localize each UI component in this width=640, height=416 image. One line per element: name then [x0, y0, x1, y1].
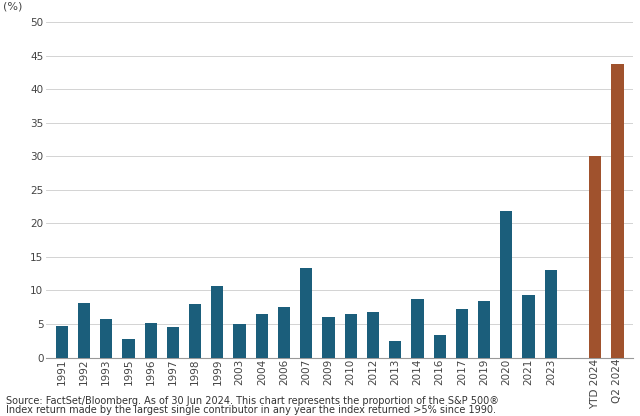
Bar: [367, 312, 379, 357]
Bar: [189, 304, 201, 357]
Bar: [78, 303, 90, 357]
Bar: [389, 341, 401, 357]
Bar: [611, 64, 623, 357]
Bar: [100, 319, 112, 357]
Bar: [412, 299, 424, 357]
Bar: [167, 327, 179, 357]
Bar: [211, 286, 223, 357]
Bar: [589, 156, 602, 357]
Bar: [256, 314, 268, 357]
Bar: [456, 309, 468, 357]
Bar: [344, 314, 357, 357]
Bar: [545, 270, 557, 357]
Y-axis label: (%): (%): [3, 2, 22, 12]
Bar: [56, 326, 68, 357]
Bar: [234, 324, 246, 357]
Text: Index return made by the largest single contributor in any year the index return: Index return made by the largest single …: [6, 405, 497, 415]
Bar: [522, 295, 534, 357]
Bar: [300, 268, 312, 357]
Bar: [278, 307, 290, 357]
Bar: [500, 210, 513, 357]
Bar: [433, 335, 446, 357]
Bar: [145, 323, 157, 357]
Bar: [323, 317, 335, 357]
Text: Source: FactSet/Bloomberg. As of 30 Jun 2024. This chart represents the proporti: Source: FactSet/Bloomberg. As of 30 Jun …: [6, 396, 499, 406]
Bar: [122, 339, 134, 357]
Bar: [478, 301, 490, 357]
